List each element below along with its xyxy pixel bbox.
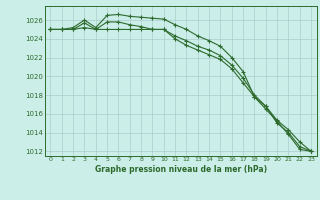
- X-axis label: Graphe pression niveau de la mer (hPa): Graphe pression niveau de la mer (hPa): [95, 165, 267, 174]
